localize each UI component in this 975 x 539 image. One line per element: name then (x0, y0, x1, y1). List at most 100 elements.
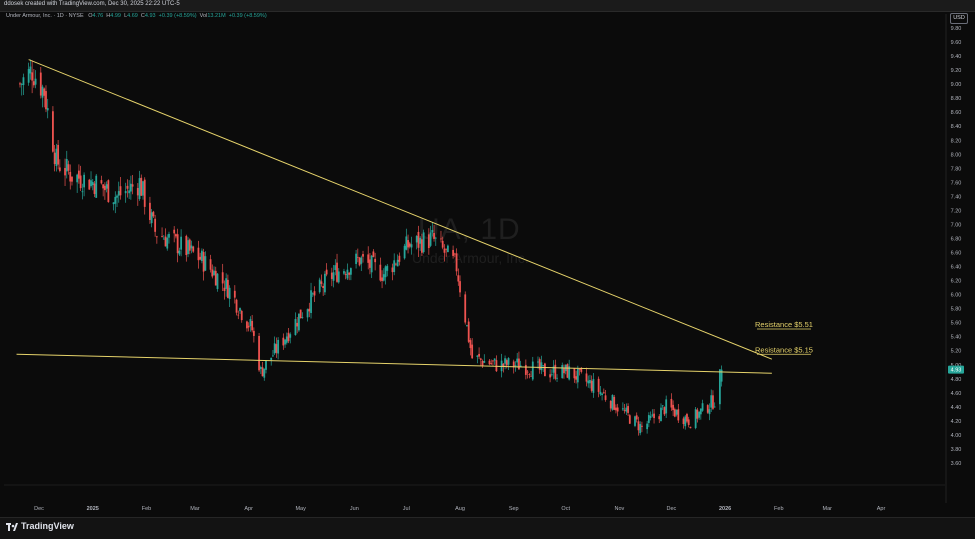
candle-body (493, 358, 496, 361)
candle-body (623, 409, 626, 411)
candle-body (71, 176, 73, 182)
candle-body (149, 202, 151, 220)
price-tick-label: 7.40 (951, 194, 962, 200)
candle-body (663, 407, 666, 415)
price-tick-label: 5.60 (951, 321, 962, 327)
candle-body (601, 393, 603, 395)
candle-body (422, 232, 425, 253)
candle-body (192, 246, 195, 252)
candle-body (398, 255, 401, 262)
legend-symbol[interactable]: Under Armour, Inc. · 1D · NYSE (6, 13, 84, 19)
candle-body (275, 344, 278, 353)
candle-body (367, 254, 370, 263)
candle-body (164, 236, 167, 247)
watermark-name: Under Armour, Inc. (412, 250, 529, 266)
candle-body (337, 271, 340, 283)
candle-body (247, 325, 250, 328)
candle-body (78, 170, 80, 179)
candle-body (226, 279, 229, 298)
candle-body (720, 369, 723, 382)
candle-body (294, 319, 297, 336)
candle-body (273, 343, 276, 354)
price-axis: 9.80 9.60 9.40 9.20 9.00 8.80 8.60 8.40 8.20 8.00… (951, 26, 962, 467)
candle-body (105, 184, 108, 189)
candle-body (698, 411, 700, 418)
candle-body (211, 269, 214, 277)
time-tick-label: Mar (190, 506, 200, 512)
candle-body (161, 236, 163, 237)
candle-body (372, 251, 375, 257)
candle-body (549, 374, 552, 378)
time-tick-label: 2026 (719, 506, 731, 512)
ohlc-legend: Under Armour, Inc. · 1D · NYSE O4.76 H4.… (6, 13, 267, 19)
candle-body (568, 366, 571, 380)
candle-body (225, 278, 228, 289)
candle-body (155, 236, 158, 238)
candle-body (246, 321, 248, 329)
last-price-badge (948, 365, 964, 374)
candle-body (117, 191, 120, 196)
price-tick-label: 6.80 (951, 236, 962, 242)
candle-body (88, 179, 91, 190)
candle-body (313, 291, 316, 296)
price-tick-label: 7.00 (951, 222, 962, 228)
legend-close-label: C (140, 13, 145, 19)
candle-body (639, 424, 642, 434)
candle-body (455, 253, 458, 272)
time-tick-label: Dec (34, 506, 44, 512)
time-tick-label: Jul (403, 506, 410, 512)
candle-body (116, 195, 118, 198)
candle-body (440, 238, 442, 240)
last-price-tag: 4.93 (948, 365, 964, 374)
candle-body (360, 257, 363, 264)
candle-body (382, 274, 385, 281)
candle-body (138, 178, 141, 200)
candle-body (467, 321, 470, 342)
time-tick-label: 2025 (87, 506, 99, 512)
candle-body (431, 229, 434, 233)
candle-body (621, 408, 624, 410)
currency-button[interactable]: USD (950, 13, 968, 24)
price-tick-label: 4.80 (951, 377, 962, 383)
candle-body (65, 159, 68, 172)
candle-body (43, 88, 46, 96)
candle-body (530, 375, 532, 377)
candle-body (22, 77, 25, 86)
candle-body (46, 108, 49, 111)
candle-body (318, 279, 321, 293)
candle-body (355, 253, 357, 264)
candle-body (166, 237, 169, 249)
candle-body (306, 309, 309, 318)
candle-body (554, 364, 557, 379)
horizontal-trendline (16, 353, 772, 374)
price-tick-label: 7.80 (951, 166, 962, 172)
price-tick-label: 6.20 (951, 279, 962, 285)
candle-body (673, 409, 676, 417)
candle-body (140, 177, 143, 196)
candle-body (185, 235, 188, 256)
time-tick-label: May (295, 506, 306, 512)
candle-body (53, 152, 56, 165)
last-price-label: 4.93 (951, 368, 962, 374)
legend-high: 4.99 (110, 13, 121, 19)
candle-body (67, 164, 70, 171)
candle-body (677, 409, 680, 421)
candle-body (228, 287, 231, 299)
candle-body (93, 183, 96, 194)
tradingview-brand[interactable]: TradingView (6, 521, 74, 531)
candle-body (602, 392, 605, 394)
candle-body (188, 239, 191, 251)
candle-body (379, 264, 382, 281)
price-tick-label: 8.00 (951, 152, 962, 158)
candle-body (634, 416, 636, 426)
price-tick-label: 4.60 (951, 391, 962, 397)
candle-body (531, 361, 534, 380)
candle-body (287, 332, 290, 342)
candle-body (83, 174, 85, 188)
trendlines (16, 59, 773, 374)
candle-body (512, 361, 515, 368)
candle-body (540, 362, 543, 371)
candle-body (154, 218, 157, 232)
